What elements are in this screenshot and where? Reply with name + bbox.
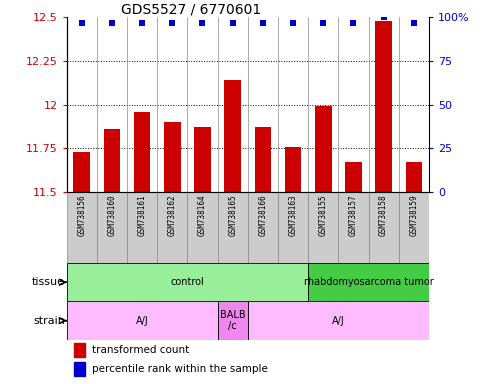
Text: tissue: tissue — [32, 277, 65, 287]
Point — [319, 20, 327, 26]
Bar — [164, 122, 180, 192]
Point — [259, 20, 267, 26]
Bar — [67, 263, 308, 301]
Bar — [73, 152, 90, 192]
Bar — [217, 192, 247, 263]
Text: BALB
/c: BALB /c — [220, 310, 246, 331]
Bar — [315, 106, 331, 192]
Bar — [308, 192, 338, 263]
Bar — [338, 192, 368, 263]
Bar — [399, 192, 429, 263]
Bar — [217, 301, 247, 340]
Point — [78, 20, 86, 26]
Text: GSM738166: GSM738166 — [258, 194, 267, 236]
Bar — [285, 147, 301, 192]
Text: GSM738161: GSM738161 — [138, 194, 146, 236]
Bar — [67, 192, 97, 263]
Text: A/J: A/J — [136, 316, 148, 326]
Bar — [224, 80, 241, 192]
Text: GSM738163: GSM738163 — [288, 194, 298, 236]
Text: GSM738165: GSM738165 — [228, 194, 237, 236]
Text: A/J: A/J — [332, 316, 345, 326]
Bar — [278, 192, 308, 263]
Bar — [157, 192, 187, 263]
Text: GSM738160: GSM738160 — [107, 194, 116, 236]
Bar — [345, 162, 362, 192]
Bar — [127, 192, 157, 263]
Point — [229, 20, 237, 26]
Bar — [248, 301, 429, 340]
Text: GSM738164: GSM738164 — [198, 194, 207, 236]
Bar — [368, 192, 399, 263]
Text: percentile rank within the sample: percentile rank within the sample — [92, 364, 268, 374]
Point — [138, 20, 146, 26]
Bar — [194, 127, 211, 192]
Point — [108, 20, 116, 26]
Text: GSM738159: GSM738159 — [409, 194, 419, 236]
Point — [168, 20, 176, 26]
Bar — [74, 343, 85, 357]
Text: GSM738155: GSM738155 — [318, 194, 328, 236]
Bar — [134, 112, 150, 192]
Point — [199, 20, 207, 26]
Text: control: control — [171, 277, 204, 287]
Text: transformed count: transformed count — [92, 345, 189, 355]
Bar — [74, 362, 85, 376]
Bar — [248, 192, 278, 263]
Text: GDS5527 / 6770601: GDS5527 / 6770601 — [121, 2, 261, 16]
Text: GSM738157: GSM738157 — [349, 194, 358, 236]
Text: GSM738156: GSM738156 — [77, 194, 86, 236]
Bar — [254, 127, 271, 192]
Point — [289, 20, 297, 26]
Bar — [406, 162, 422, 192]
Bar — [104, 129, 120, 192]
Text: strain: strain — [33, 316, 65, 326]
Text: rhabdomyosarcoma tumor: rhabdomyosarcoma tumor — [304, 277, 433, 287]
Text: GSM738158: GSM738158 — [379, 194, 388, 236]
Point — [380, 14, 387, 20]
Bar — [308, 263, 429, 301]
Text: GSM738162: GSM738162 — [168, 194, 177, 236]
Bar — [97, 192, 127, 263]
Point — [410, 20, 418, 26]
Bar — [375, 21, 392, 192]
Bar — [67, 301, 217, 340]
Bar — [187, 192, 217, 263]
Point — [350, 20, 357, 26]
